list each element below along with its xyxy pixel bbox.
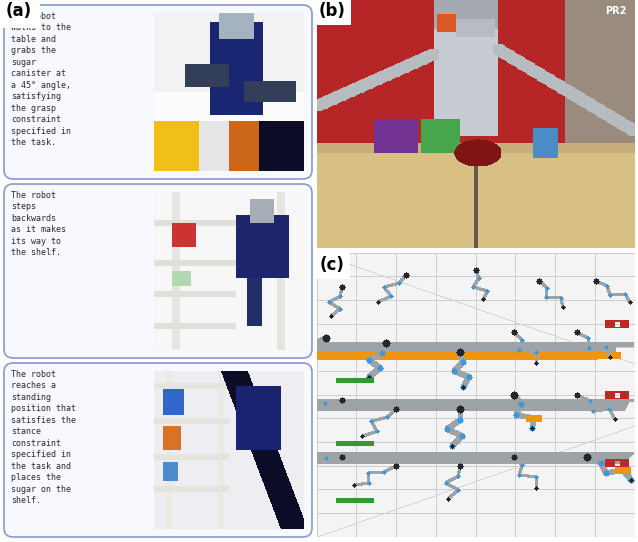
FancyBboxPatch shape [4, 363, 312, 537]
Text: (a): (a) [6, 2, 32, 20]
FancyBboxPatch shape [4, 184, 312, 358]
Text: The robot
steps
backwards
as it makes
its way to
the shelf.: The robot steps backwards as it makes it… [11, 191, 66, 257]
Text: (c): (c) [320, 256, 345, 274]
Text: The robot
reaches a
standing
position that
satisfies the
stance
constraint
speci: The robot reaches a standing position th… [11, 370, 76, 505]
Text: (b): (b) [319, 2, 346, 20]
Text: The robot
walks to the
table and
grabs the
sugar
canister at
a 45° angle,
satisf: The robot walks to the table and grabs t… [11, 12, 71, 147]
FancyBboxPatch shape [4, 5, 312, 179]
Text: PR2: PR2 [605, 6, 627, 16]
